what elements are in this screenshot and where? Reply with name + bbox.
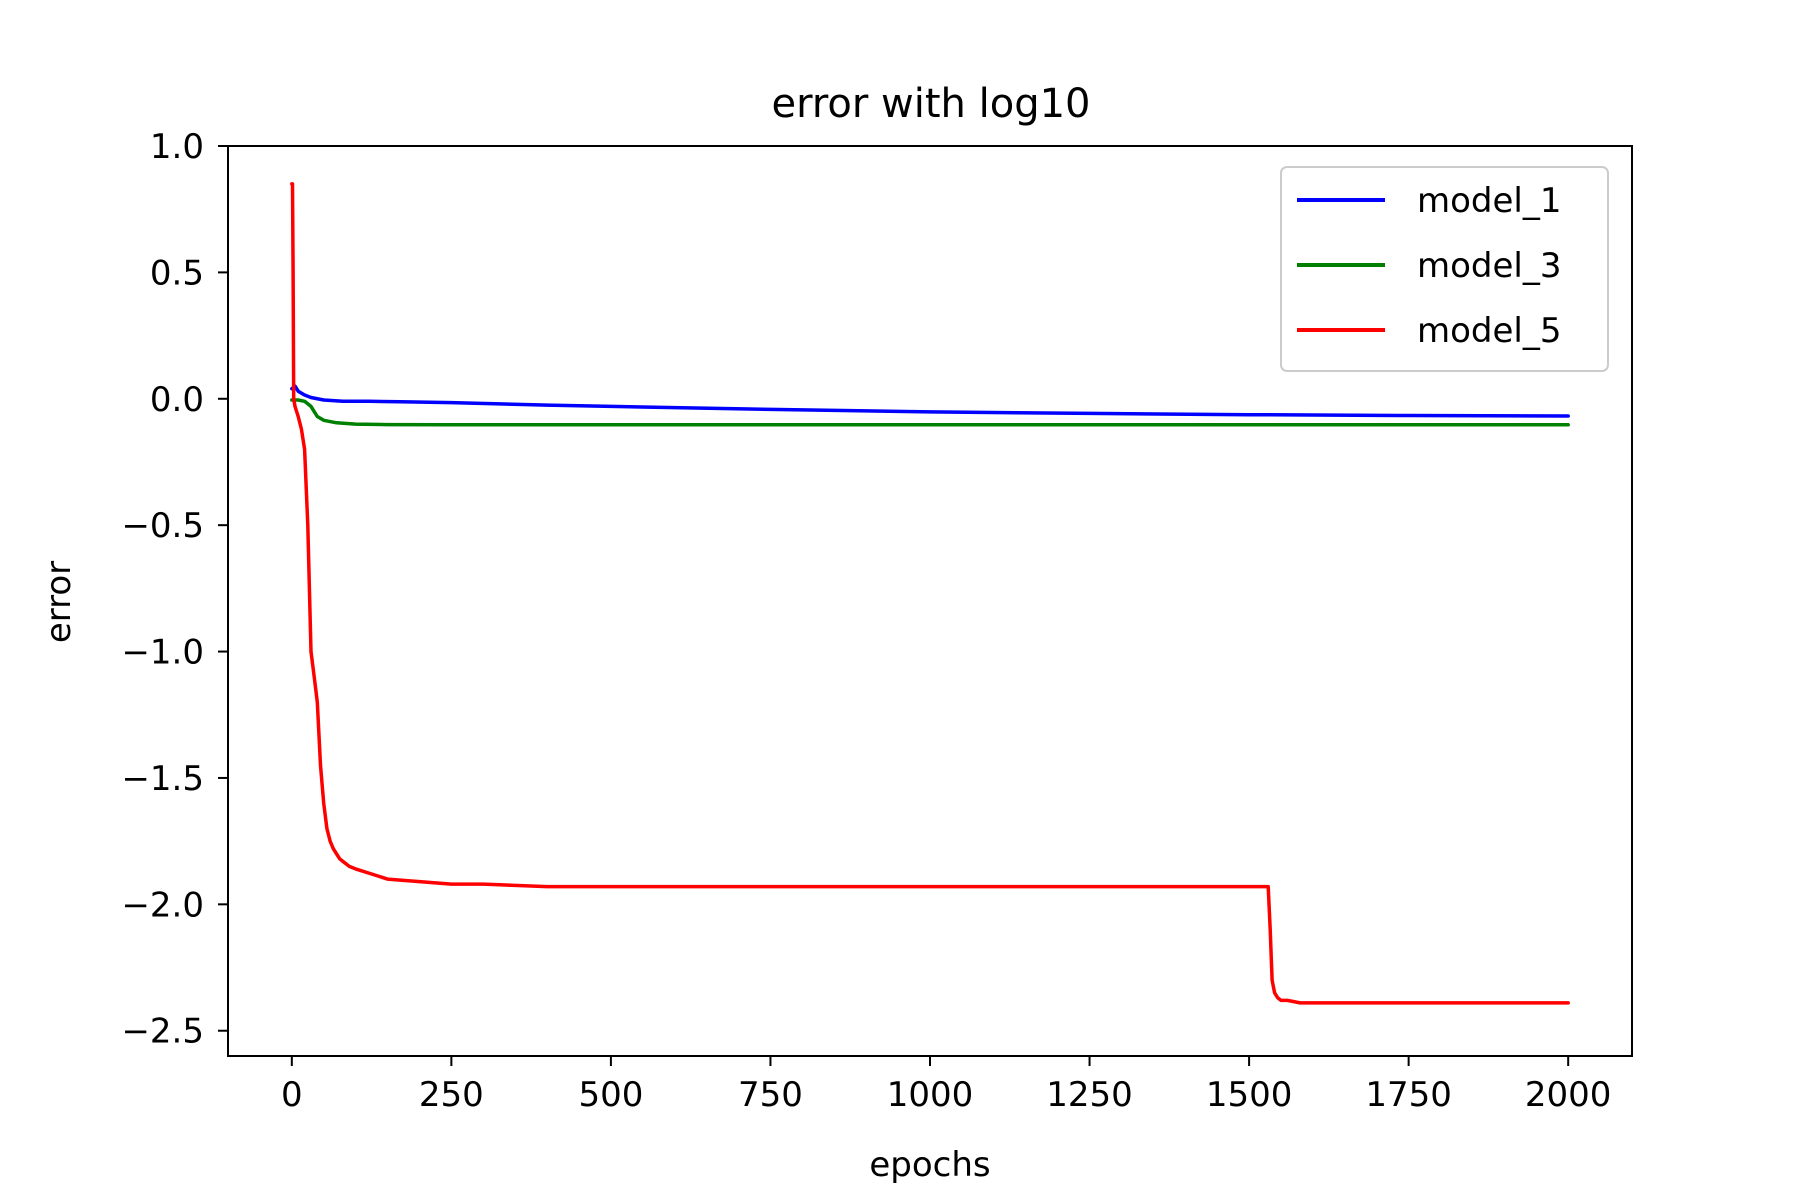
y-axis-label: error [39,561,79,643]
series-line-model_5 [290,182,1570,1005]
y-tick-label: −1.5 [121,759,204,799]
x-tick-label: 500 [578,1075,643,1115]
x-axis: 0 250 500 750 1000 1250 1500 1750 2000 [281,1056,1611,1115]
y-tick-label: −2.5 [121,1012,204,1052]
legend-label-model_3: model_3 [1417,246,1562,286]
y-tick-label: 0.5 [150,253,204,293]
x-tick-label: 2000 [1525,1075,1612,1115]
x-axis-label: epochs [869,1145,990,1185]
y-tick-label: −0.5 [121,506,204,546]
legend: model_1 model_3 model_5 [1280,166,1609,372]
legend-label-model_5: model_5 [1417,311,1562,351]
y-tick-label: −1.0 [121,633,204,673]
y-tick-label: 0.0 [150,380,204,420]
x-tick-label: 0 [281,1075,303,1115]
legend-label-model_1: model_1 [1417,181,1562,221]
x-tick-label: 750 [738,1075,803,1115]
x-tick-label: 1000 [887,1075,974,1115]
x-tick-label: 250 [419,1075,484,1115]
y-axis: 1.0 0.5 0.0 −0.5 −1.0 −1.5 −2.0 −2.5 [121,127,228,1052]
y-tick-label: 1.0 [150,127,204,167]
legend-box [1280,166,1609,372]
chart-title: error with log10 [771,81,1090,127]
series-layer [290,182,1570,1005]
x-tick-label: 1750 [1365,1075,1452,1115]
x-tick-label: 1500 [1206,1075,1293,1115]
series-line-model_1 [290,384,1570,418]
series-line-model_3 [290,398,1570,427]
y-tick-label: −2.0 [121,885,204,925]
x-tick-label: 1250 [1046,1075,1133,1115]
